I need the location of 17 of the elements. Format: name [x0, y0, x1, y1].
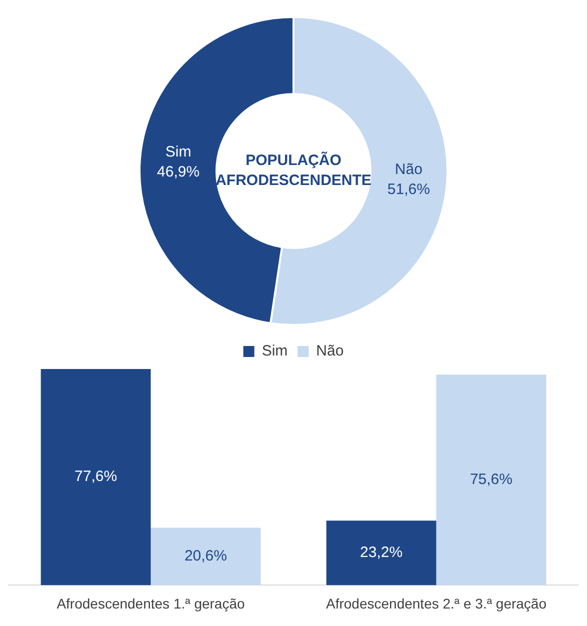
x-tick-label: Afrodescendentes 1.ª geração — [56, 595, 245, 612]
bar — [436, 374, 546, 586]
x-tick-label: Afrodescendentes 2.ª e 3.ª geração — [326, 595, 547, 612]
bar — [326, 520, 436, 586]
text: POPULAÇÃO AFRODESCENDENTE — [216, 151, 372, 190]
data-label: 75,6% — [470, 471, 512, 488]
data-label: 46,9% — [157, 163, 200, 180]
data-label: 51,6% — [387, 180, 430, 198]
data-label: 23,2% — [360, 544, 403, 562]
slice-label: Não — [394, 160, 422, 178]
data-label: 77,6% — [74, 468, 118, 486]
legend-label: Sim — [262, 342, 288, 360]
bar — [150, 528, 261, 586]
legend-label: Não — [316, 342, 344, 360]
data-label: 20,6% — [184, 548, 227, 565]
slice-label: Sim — [165, 143, 192, 160]
bar — [40, 369, 151, 586]
